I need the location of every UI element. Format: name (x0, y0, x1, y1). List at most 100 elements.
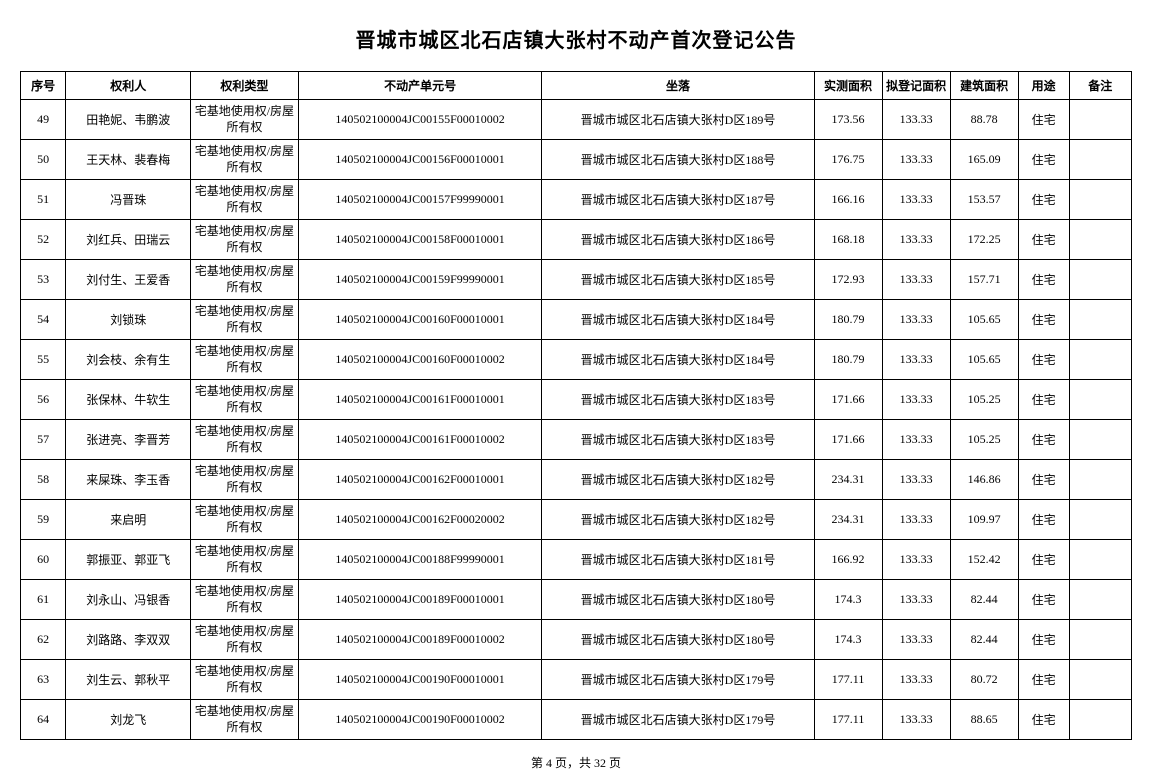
col-header-unit: 不动产单元号 (298, 72, 542, 100)
cell-area2: 133.33 (882, 580, 950, 620)
table-row: 58来屎珠、李玉香宅基地使用权/房屋所有权140502100004JC00162… (21, 460, 1132, 500)
cell-area3: 165.09 (950, 140, 1018, 180)
cell-remark (1069, 500, 1131, 540)
cell-area3: 172.25 (950, 220, 1018, 260)
cell-type: 宅基地使用权/房屋所有权 (191, 100, 299, 140)
table-row: 64刘龙飞宅基地使用权/房屋所有权140502100004JC00190F000… (21, 700, 1132, 740)
cell-unit: 140502100004JC00160F00010001 (298, 300, 542, 340)
cell-type: 宅基地使用权/房屋所有权 (191, 700, 299, 740)
cell-owner: 刘会枝、余有生 (66, 340, 191, 380)
cell-loc: 晋城市城区北石店镇大张村D区182号 (542, 460, 814, 500)
cell-unit: 140502100004JC00190F00010001 (298, 660, 542, 700)
col-header-owner: 权利人 (66, 72, 191, 100)
cell-area1: 180.79 (814, 340, 882, 380)
cell-owner: 刘付生、王爱香 (66, 260, 191, 300)
cell-type: 宅基地使用权/房屋所有权 (191, 260, 299, 300)
cell-area1: 174.3 (814, 620, 882, 660)
cell-area3: 82.44 (950, 580, 1018, 620)
cell-area3: 80.72 (950, 660, 1018, 700)
cell-area3: 146.86 (950, 460, 1018, 500)
cell-remark (1069, 140, 1131, 180)
col-header-use: 用途 (1018, 72, 1069, 100)
cell-remark (1069, 460, 1131, 500)
cell-use: 住宅 (1018, 100, 1069, 140)
col-header-area2: 拟登记面积 (882, 72, 950, 100)
col-header-loc: 坐落 (542, 72, 814, 100)
cell-use: 住宅 (1018, 140, 1069, 180)
cell-type: 宅基地使用权/房屋所有权 (191, 460, 299, 500)
cell-seq: 50 (21, 140, 66, 180)
table-header-row: 序号 权利人 权利类型 不动产单元号 坐落 实测面积 拟登记面积 建筑面积 用途… (21, 72, 1132, 100)
cell-type: 宅基地使用权/房屋所有权 (191, 300, 299, 340)
table-row: 53刘付生、王爱香宅基地使用权/房屋所有权140502100004JC00159… (21, 260, 1132, 300)
cell-area2: 133.33 (882, 540, 950, 580)
cell-seq: 55 (21, 340, 66, 380)
cell-area2: 133.33 (882, 340, 950, 380)
cell-seq: 49 (21, 100, 66, 140)
cell-seq: 62 (21, 620, 66, 660)
cell-remark (1069, 620, 1131, 660)
cell-loc: 晋城市城区北石店镇大张村D区187号 (542, 180, 814, 220)
cell-loc: 晋城市城区北石店镇大张村D区179号 (542, 660, 814, 700)
cell-loc: 晋城市城区北石店镇大张村D区180号 (542, 620, 814, 660)
cell-seq: 58 (21, 460, 66, 500)
cell-use: 住宅 (1018, 420, 1069, 460)
cell-owner: 张进亮、李晋芳 (66, 420, 191, 460)
table-row: 51冯晋珠宅基地使用权/房屋所有权140502100004JC00157F999… (21, 180, 1132, 220)
cell-type: 宅基地使用权/房屋所有权 (191, 380, 299, 420)
cell-type: 宅基地使用权/房屋所有权 (191, 540, 299, 580)
cell-use: 住宅 (1018, 300, 1069, 340)
cell-remark (1069, 340, 1131, 380)
cell-loc: 晋城市城区北石店镇大张村D区184号 (542, 300, 814, 340)
cell-area1: 171.66 (814, 420, 882, 460)
cell-remark (1069, 660, 1131, 700)
cell-type: 宅基地使用权/房屋所有权 (191, 340, 299, 380)
cell-unit: 140502100004JC00189F00010002 (298, 620, 542, 660)
cell-seq: 53 (21, 260, 66, 300)
cell-area2: 133.33 (882, 180, 950, 220)
table-row: 61刘永山、冯银香宅基地使用权/房屋所有权140502100004JC00189… (21, 580, 1132, 620)
cell-area2: 133.33 (882, 260, 950, 300)
cell-area3: 105.25 (950, 420, 1018, 460)
cell-area3: 153.57 (950, 180, 1018, 220)
cell-unit: 140502100004JC00190F00010002 (298, 700, 542, 740)
cell-remark (1069, 300, 1131, 340)
cell-remark (1069, 100, 1131, 140)
cell-unit: 140502100004JC00162F00010001 (298, 460, 542, 500)
cell-area1: 171.66 (814, 380, 882, 420)
cell-area2: 133.33 (882, 220, 950, 260)
cell-loc: 晋城市城区北石店镇大张村D区181号 (542, 540, 814, 580)
cell-area1: 172.93 (814, 260, 882, 300)
cell-area2: 133.33 (882, 700, 950, 740)
cell-area1: 177.11 (814, 700, 882, 740)
cell-owner: 刘生云、郭秋平 (66, 660, 191, 700)
cell-area2: 133.33 (882, 500, 950, 540)
cell-area1: 166.92 (814, 540, 882, 580)
cell-loc: 晋城市城区北石店镇大张村D区184号 (542, 340, 814, 380)
cell-use: 住宅 (1018, 700, 1069, 740)
cell-unit: 140502100004JC00157F99990001 (298, 180, 542, 220)
cell-seq: 60 (21, 540, 66, 580)
cell-unit: 140502100004JC00189F00010001 (298, 580, 542, 620)
cell-use: 住宅 (1018, 340, 1069, 380)
cell-type: 宅基地使用权/房屋所有权 (191, 180, 299, 220)
cell-owner: 刘永山、冯银香 (66, 580, 191, 620)
cell-area3: 152.42 (950, 540, 1018, 580)
cell-unit: 140502100004JC00158F00010001 (298, 220, 542, 260)
cell-area3: 105.65 (950, 340, 1018, 380)
cell-unit: 140502100004JC00161F00010001 (298, 380, 542, 420)
cell-area2: 133.33 (882, 140, 950, 180)
cell-area2: 133.33 (882, 460, 950, 500)
cell-use: 住宅 (1018, 580, 1069, 620)
cell-unit: 140502100004JC00155F00010002 (298, 100, 542, 140)
cell-area2: 133.33 (882, 380, 950, 420)
cell-use: 住宅 (1018, 260, 1069, 300)
table-row: 55刘会枝、余有生宅基地使用权/房屋所有权140502100004JC00160… (21, 340, 1132, 380)
cell-remark (1069, 180, 1131, 220)
table-row: 62刘路路、李双双宅基地使用权/房屋所有权140502100004JC00189… (21, 620, 1132, 660)
cell-seq: 57 (21, 420, 66, 460)
cell-unit: 140502100004JC00161F00010002 (298, 420, 542, 460)
table-row: 49田艳妮、韦鹏波宅基地使用权/房屋所有权140502100004JC00155… (21, 100, 1132, 140)
cell-area1: 177.11 (814, 660, 882, 700)
cell-area1: 176.75 (814, 140, 882, 180)
